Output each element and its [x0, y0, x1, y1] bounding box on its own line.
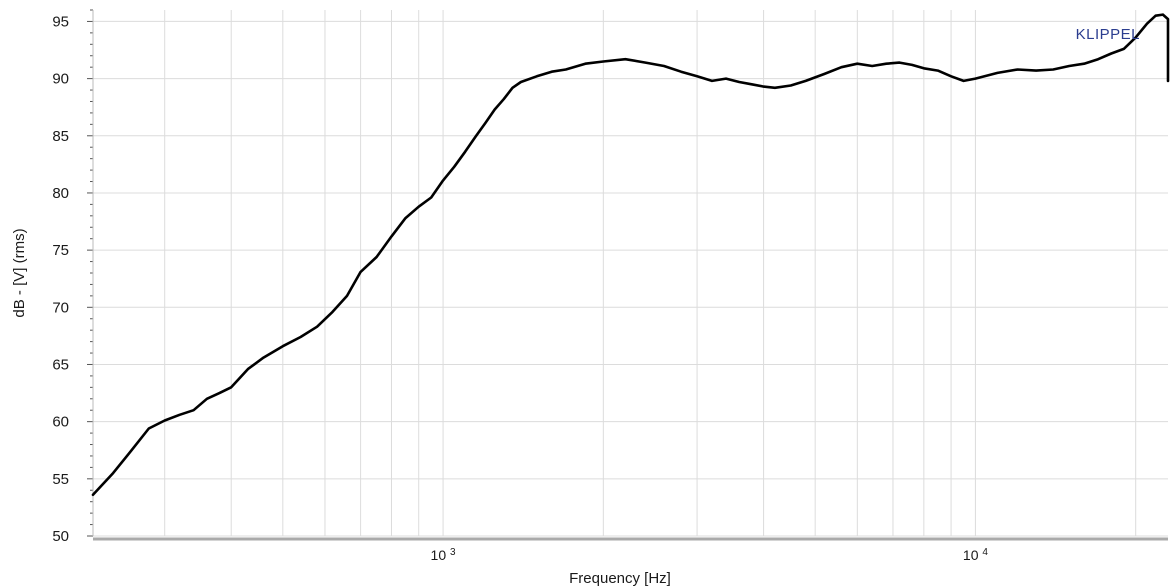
y-minor-ticks — [87, 9, 93, 537]
y-tick-label: 55 — [52, 471, 69, 488]
y-tick-label: 50 — [52, 528, 69, 545]
y-tick-label: 60 — [52, 414, 69, 431]
y-tick-label: 65 — [52, 356, 69, 373]
grid — [93, 10, 1168, 537]
y-tick-label: 90 — [52, 71, 69, 88]
x-tick-labels: 10 3 10 4 — [431, 547, 989, 563]
klippel-logo-text: KLIPPEL — [1076, 26, 1140, 43]
y-tick-label: 70 — [52, 299, 69, 316]
y-tick-label: 85 — [52, 128, 69, 145]
x-tick-label: 10 4 — [963, 547, 988, 563]
y-axis-label: dB - [V] (rms) — [11, 228, 28, 317]
response-curve-line — [91, 13, 1170, 497]
x-tick-label: 10 3 — [431, 547, 456, 563]
y-tick-labels: 50 55 60 65 70 75 80 85 90 95 — [52, 13, 69, 545]
y-tick-label: 95 — [52, 13, 69, 30]
x-axis-label: Frequency [Hz] — [569, 570, 671, 587]
y-tick-label: 80 — [52, 185, 69, 202]
y-tick-label: 75 — [52, 242, 69, 259]
